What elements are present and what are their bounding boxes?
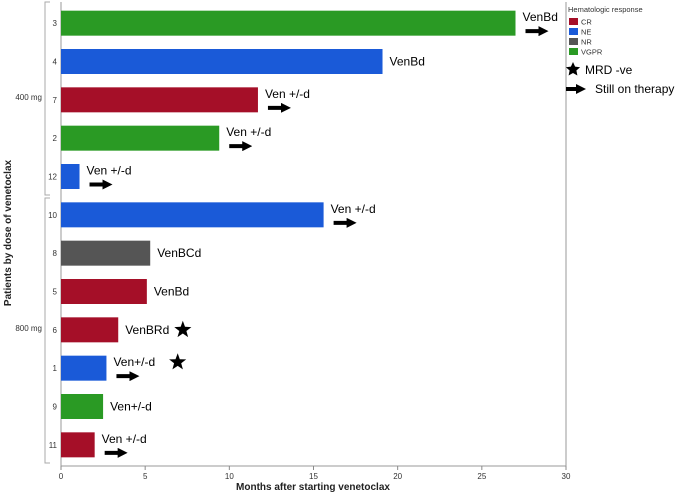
patient-bar [61, 394, 104, 419]
patient-bar [61, 125, 220, 151]
legend-entry-ne: NE [569, 28, 591, 37]
patient-row: 9 Ven+/-d [53, 394, 152, 419]
regimen-label: Ven +/-d [87, 164, 132, 178]
patient-bar [61, 87, 258, 113]
patient-id-label: 9 [53, 403, 58, 412]
patient-id-label: 4 [53, 58, 58, 67]
x-tick-label: 5 [143, 472, 148, 481]
patient-row: 7 Ven +/-d [53, 87, 310, 113]
regimen-label: Ven+/-d [113, 355, 155, 369]
group-label-800mg: 800 mg [15, 324, 42, 333]
regimen-label: VenBRd [125, 323, 169, 337]
legend-label-vgpr: VGPR [581, 48, 603, 57]
legend-title: Hematologic response [568, 5, 643, 14]
legend-swatch-vgpr [569, 48, 578, 55]
patient-id-label: 2 [53, 134, 58, 143]
regimen-label: VenBd [390, 55, 425, 69]
legend-entry-vgpr: VGPR [569, 48, 603, 57]
patient-row: 4 VenBd [53, 49, 425, 74]
legend-swatch-ne [569, 28, 578, 35]
legend-label-ne: NE [581, 28, 591, 37]
patient-bar [61, 279, 147, 304]
legend-entry-cr: CR [569, 18, 592, 27]
y-axis-title: Patients by dose of venetoclax [3, 159, 14, 306]
legend-swatch-nr [569, 38, 578, 45]
x-axis-title: Months after starting venetoclax [236, 482, 390, 493]
patient-bar [61, 432, 95, 458]
patient-bar [61, 10, 516, 36]
x-tick-label: 25 [477, 472, 486, 481]
regimen-label: VenBCd [157, 246, 201, 260]
patient-id-label: 7 [53, 96, 58, 105]
patient-bar [61, 355, 107, 381]
group-bracket-400mg [44, 1, 50, 196]
group-label-400mg: 400 mg [15, 93, 42, 102]
legend: Hematologic response CR NE NR VGPR [568, 5, 643, 57]
regimen-label: Ven +/-d [265, 87, 310, 101]
patient-id-label: 6 [53, 326, 58, 335]
patient-id-label: 8 [53, 249, 58, 258]
patient-bar [61, 49, 383, 74]
key-mrd-label: MRD -ve [585, 63, 633, 77]
patient-row: 11 Ven +/-d [49, 432, 147, 458]
key-star-icon [565, 62, 581, 76]
patient-bar [61, 202, 324, 228]
patient-id-label: 12 [48, 173, 57, 182]
patient-bar [61, 240, 151, 266]
regimen-label: Ven +/-d [102, 432, 147, 446]
x-tick-label: 0 [59, 472, 64, 481]
patient-row: 6 VenBRd [53, 317, 192, 343]
patient-id-label: 1 [53, 364, 58, 373]
legend-swatch-cr [569, 18, 578, 25]
legend-label-nr: NR [581, 38, 592, 47]
legend-label-cr: CR [581, 18, 592, 27]
bars: 3 VenBd 4 VenBd 7 Ven +/-d 2 Ven +/-d 12 Ven +/-d… [48, 10, 558, 458]
patient-row: 2 Ven +/-d [53, 125, 271, 152]
patient-row: 8 VenBCd [53, 240, 201, 266]
mrd-negative-star-icon [169, 353, 187, 370]
x-tick-label: 10 [225, 472, 234, 481]
regimen-label: Ven +/-d [226, 125, 271, 139]
group-bracket-800mg [44, 197, 50, 464]
key-still-on-therapy-label: Still on therapy [595, 82, 674, 96]
patient-bar [61, 317, 119, 343]
symbol-key: MRD -ve Still on therapy [565, 62, 674, 96]
patient-id-label: 3 [53, 19, 58, 28]
x-tick-label: 15 [309, 472, 318, 481]
patient-id-label: 10 [48, 211, 57, 220]
mrd-negative-star-icon [174, 320, 192, 338]
patient-id-label: 5 [53, 288, 58, 297]
legend-entry-nr: NR [569, 38, 592, 47]
x-tick-label: 30 [562, 472, 571, 481]
patient-row: 5 VenBd [53, 279, 189, 304]
regimen-label: VenBd [154, 285, 189, 299]
x-axis-ticks: 0 5 10 15 20 25 30 [59, 466, 571, 481]
patient-row: 10 Ven +/-d [48, 202, 376, 228]
patient-bar [61, 164, 80, 189]
patient-row: 1 Ven+/-d [53, 353, 187, 382]
regimen-label: VenBd [523, 10, 558, 24]
regimen-label: Ven+/-d [110, 400, 152, 414]
patient-row: 12 Ven +/-d [48, 164, 132, 190]
x-tick-label: 20 [393, 472, 402, 481]
patient-row: 3 VenBd [53, 10, 558, 37]
regimen-label: Ven +/-d [331, 202, 376, 216]
patient-id-label: 11 [49, 441, 58, 450]
